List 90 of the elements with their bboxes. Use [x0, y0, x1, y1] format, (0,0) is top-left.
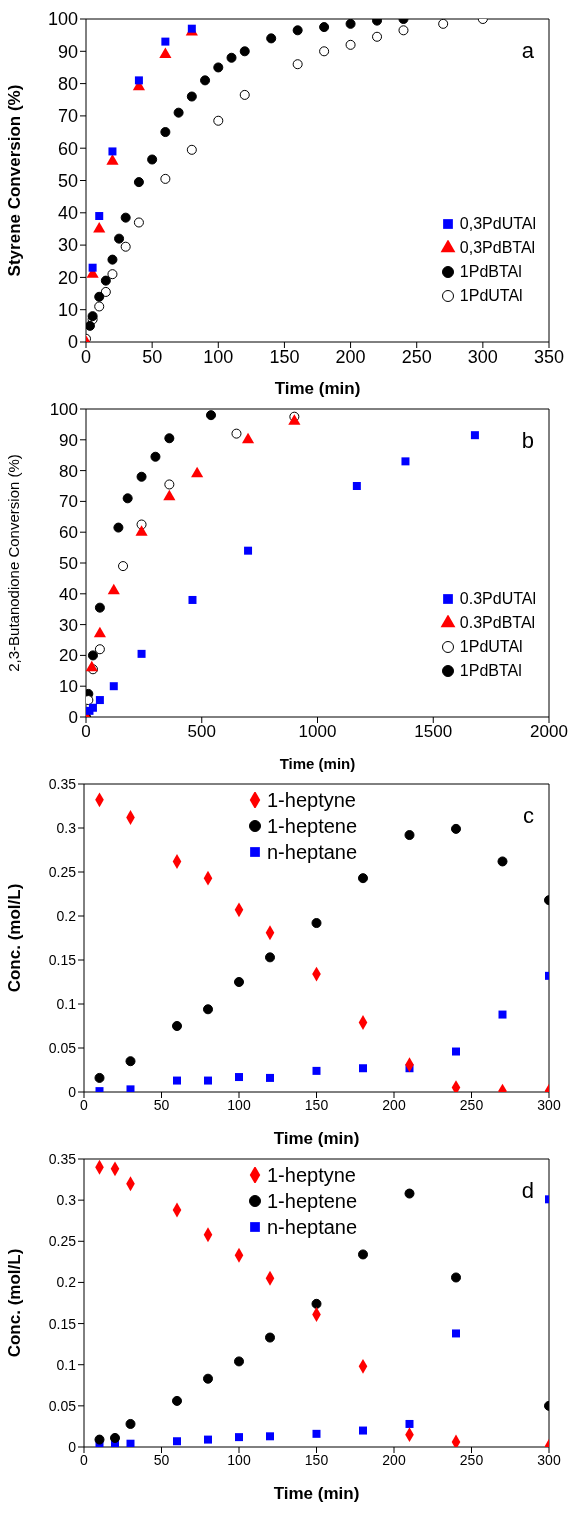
y-tick-label: 60	[59, 523, 78, 543]
legend-label: 1PdBTAl	[459, 661, 522, 681]
y-tick-label: 10	[57, 300, 78, 321]
y-tick-label: 0.15	[48, 1315, 77, 1332]
y-tick-label: 30	[59, 615, 78, 635]
y-tick-label: 90	[57, 41, 78, 62]
legend-label: 1PdBTAl	[459, 262, 522, 282]
legend-label: 1-heptyne	[267, 1163, 356, 1188]
y-tick-label: 0.2	[56, 1274, 77, 1291]
y-tick-label: 40	[57, 203, 78, 224]
x-tick-label: 200	[382, 1096, 406, 1113]
y-tick-label: 0.25	[48, 863, 77, 880]
annotation: b	[521, 428, 534, 454]
x-axis-title: Time (min)	[273, 1484, 360, 1503]
y-tick-label: 100	[47, 9, 78, 30]
x-tick-label: 150	[304, 1096, 329, 1113]
legend-label: 0,3PdBTAl	[459, 238, 536, 258]
legend-label: 1-heptyne	[267, 788, 356, 813]
y-tick-label: 30	[57, 235, 78, 256]
y-tick-label: 70	[57, 106, 78, 127]
legend-label: 0,3PdUTAl	[459, 214, 536, 234]
y-tick-label: 20	[59, 646, 78, 666]
y-tick-label: 70	[59, 492, 78, 512]
y-tick-label: 80	[57, 73, 78, 94]
y-tick-label: 0	[68, 1083, 77, 1100]
y-tick-label: 0.3	[56, 1192, 77, 1209]
y-tick-label: 20	[57, 267, 78, 288]
x-tick-label: 100	[227, 1096, 251, 1113]
x-axis-title: Time (min)	[279, 755, 356, 772]
y-tick-label: 0.35	[48, 775, 77, 792]
x-tick-label: 150	[269, 346, 300, 367]
y-tick-label: 0.3	[56, 819, 77, 836]
x-tick-label: 0	[80, 1096, 89, 1113]
x-tick-label: 250	[459, 1451, 484, 1468]
annotation: d	[521, 1178, 534, 1204]
annotation: a	[521, 38, 534, 64]
y-tick-label: 0	[68, 1438, 77, 1455]
legend-label: n-heptane	[267, 840, 358, 865]
y-tick-label: 0.05	[48, 1039, 77, 1056]
y-tick-label: 50	[59, 554, 78, 574]
legend-label: n-heptane	[267, 1215, 358, 1240]
x-tick-label: 2000	[530, 722, 568, 742]
x-tick-label: 200	[335, 346, 366, 367]
x-tick-label: 300	[537, 1096, 561, 1113]
y-tick-label: 80	[59, 461, 78, 481]
legend-label: 1PdUTAl	[459, 286, 523, 306]
x-axis-title: Time (min)	[273, 1129, 360, 1148]
x-tick-label: 1500	[414, 722, 453, 742]
legend-label: 1PdUTAl	[459, 637, 523, 657]
legend-label: 0.3PdBTAl	[459, 613, 536, 633]
x-tick-label: 250	[459, 1096, 484, 1113]
x-tick-label: 200	[382, 1451, 406, 1468]
x-axis-title: Time (min)	[274, 379, 361, 398]
x-tick-label: 1000	[298, 722, 337, 742]
y-axis-title: 2,3-Butanodione Conversion (%)	[5, 454, 23, 672]
x-tick-label: 50	[153, 1451, 170, 1468]
y-tick-label: 40	[59, 584, 78, 604]
x-tick-label: 50	[153, 1096, 170, 1113]
legend-label: 0.3PdUTAl	[459, 589, 536, 609]
y-tick-label: 0.1	[56, 1356, 77, 1373]
x-tick-label: 250	[401, 346, 432, 367]
x-tick-label: 100	[227, 1451, 251, 1468]
x-tick-label: 350	[533, 346, 565, 367]
y-tick-label: 0.1	[56, 995, 77, 1012]
x-tick-label: 150	[304, 1451, 329, 1468]
y-tick-label: 0.25	[48, 1233, 77, 1250]
x-tick-label: 300	[467, 346, 498, 367]
x-tick-label: 300	[537, 1451, 561, 1468]
y-tick-label: 0.15	[48, 951, 77, 968]
y-tick-label: 0.35	[48, 1150, 77, 1167]
y-tick-label: 10	[59, 677, 78, 697]
y-tick-label: 0.05	[48, 1397, 77, 1414]
legend-label: 1-heptene	[267, 1189, 358, 1214]
y-tick-label: 0.2	[56, 907, 77, 924]
x-tick-label: 500	[187, 722, 216, 742]
y-tick-label: 0	[68, 708, 78, 728]
y-tick-label: 90	[59, 430, 78, 450]
x-tick-label: 0	[80, 1451, 89, 1468]
y-axis-title: Conc. (mol/L)	[5, 1248, 25, 1358]
y-tick-label: 50	[57, 170, 78, 191]
y-tick-label: 60	[57, 138, 78, 159]
y-tick-label: 100	[49, 400, 78, 420]
y-axis-title: Styrene Conversion (%)	[5, 84, 25, 277]
x-tick-label: 100	[203, 346, 234, 367]
legend-label: 1-heptene	[267, 814, 358, 839]
x-tick-label: 50	[142, 346, 163, 367]
y-axis-title: Conc. (mol/L)	[5, 883, 25, 993]
x-tick-label: 0	[81, 722, 91, 742]
annotation: c	[523, 803, 534, 829]
y-tick-label: 0	[67, 332, 78, 353]
